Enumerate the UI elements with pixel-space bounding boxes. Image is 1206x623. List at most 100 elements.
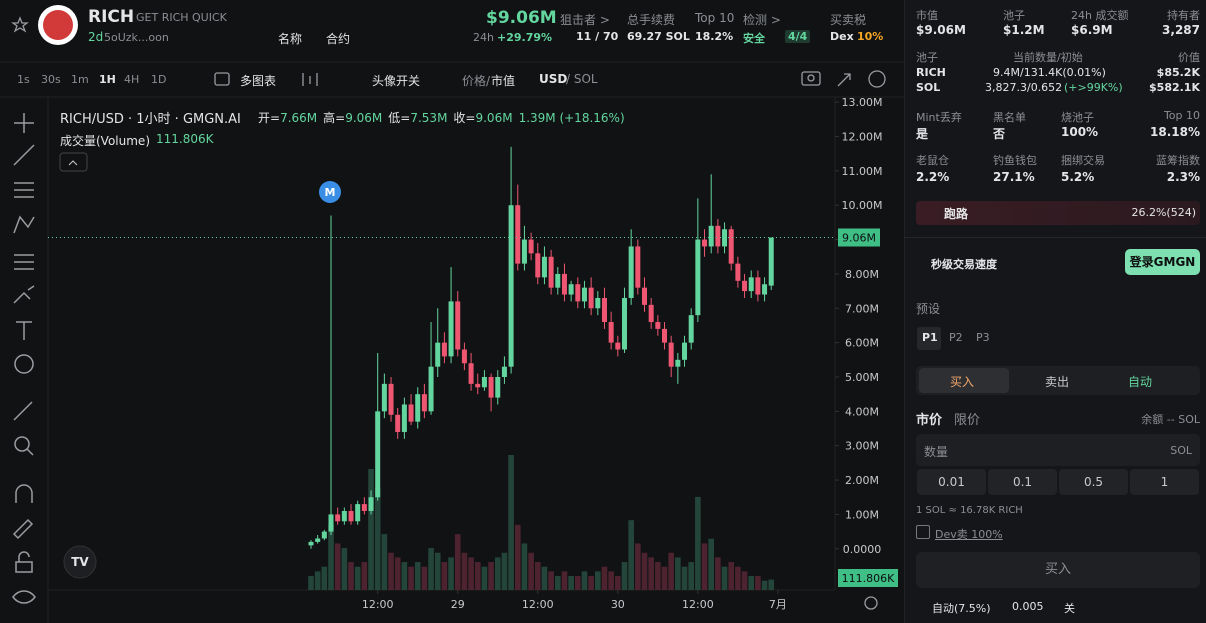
event-marker[interactable] bbox=[319, 181, 341, 203]
volume-bar bbox=[668, 552, 674, 590]
preset[interactable]: P3 bbox=[976, 331, 990, 344]
search-contract[interactable]: 合约 bbox=[326, 32, 351, 46]
candle-body bbox=[588, 287, 594, 309]
price-toggle[interactable]: 价格/ bbox=[462, 74, 491, 88]
y-tick-label: 0.0000 bbox=[843, 543, 882, 556]
amount-button[interactable]: 0.5 bbox=[1059, 469, 1128, 495]
volume-bar bbox=[608, 571, 614, 590]
order-type[interactable]: 限价 bbox=[954, 413, 981, 428]
ohlc-legend: 开=7.66M 高=9.06M 低=7.53M 收=9.06M 1.39M (+18.1… bbox=[258, 109, 625, 126]
y-tick-label: 13.00M bbox=[842, 96, 883, 109]
volume-bar bbox=[428, 548, 434, 590]
mc-toggle[interactable]: 市值 bbox=[491, 74, 516, 88]
volume-bar bbox=[588, 576, 594, 590]
security-value: 18.18% bbox=[1150, 125, 1200, 139]
legend-label: 开= bbox=[258, 111, 281, 125]
change-label: 24h bbox=[473, 31, 494, 44]
interval[interactable]: 4H bbox=[124, 73, 140, 86]
candle-body bbox=[682, 342, 688, 360]
footer-item[interactable]: 自动(7.5%) bbox=[932, 602, 991, 615]
security-label: Mint丢弃 bbox=[916, 111, 962, 124]
interval[interactable]: 1D bbox=[151, 73, 167, 86]
preset[interactable]: P1 bbox=[922, 331, 938, 344]
volume-bar bbox=[408, 566, 414, 590]
candle-body bbox=[561, 273, 567, 295]
stat-value: $9.06M bbox=[916, 23, 966, 37]
rate: 1 SOL ≈ 16.78K RICH bbox=[916, 505, 1023, 516]
tab[interactable]: 自动 bbox=[1128, 375, 1153, 389]
candle-body bbox=[435, 342, 441, 367]
legend-value: 9.06M bbox=[475, 111, 513, 125]
amount-placeholder: 数量 bbox=[924, 445, 949, 459]
pool-cell: 3,827.3/0.652 bbox=[985, 81, 1063, 94]
volume-bar bbox=[501, 552, 508, 590]
stat-label[interactable]: 狙击者 > bbox=[560, 13, 610, 27]
candle-body bbox=[555, 273, 561, 288]
interval[interactable]: 1m bbox=[71, 73, 89, 86]
order-type[interactable]: 市价 bbox=[916, 413, 943, 428]
x-tick-label: 7月 bbox=[769, 598, 787, 611]
login-button[interactable]: 登录GMGN bbox=[1125, 249, 1200, 275]
volume-bar bbox=[548, 571, 554, 590]
preset[interactable]: P2 bbox=[949, 331, 963, 344]
collapse-button[interactable] bbox=[59, 152, 88, 172]
volume-bar bbox=[721, 566, 728, 590]
volume-title: 成交量(Volume) bbox=[60, 134, 150, 148]
tab[interactable]: 买入 bbox=[950, 375, 975, 389]
x-tick-label: 12:00 bbox=[522, 598, 554, 611]
tv-logo[interactable] bbox=[63, 545, 97, 579]
y-tick-label: 1.00M bbox=[845, 508, 879, 521]
amount-button[interactable]: 1 bbox=[1130, 469, 1199, 495]
buy-button[interactable]: 买入 bbox=[916, 552, 1200, 588]
interval[interactable]: 30s bbox=[41, 73, 61, 86]
interval[interactable]: 1s bbox=[17, 73, 30, 86]
y-tick-label: 2.00M bbox=[845, 474, 879, 487]
legend-value: 9.06M bbox=[345, 111, 383, 125]
volume-bar bbox=[341, 548, 348, 590]
tab[interactable]: 卖出 bbox=[1045, 375, 1070, 389]
stat-label: 持有者 bbox=[1167, 9, 1200, 22]
tab-active bbox=[919, 368, 1009, 393]
security-label: 黑名单 bbox=[993, 111, 1026, 124]
volume-bar bbox=[554, 576, 561, 590]
footer-item[interactable]: 0.005 bbox=[1012, 600, 1044, 613]
volume-bar bbox=[675, 557, 681, 590]
pool-header: 当前数量/初始 bbox=[1013, 51, 1083, 64]
stat-label[interactable]: 检测 > bbox=[743, 13, 781, 27]
legend-value: 7.53M bbox=[410, 111, 448, 125]
volume-bar bbox=[388, 552, 394, 590]
x-tick-label: 12:00 bbox=[362, 598, 394, 611]
volume-bar bbox=[715, 557, 721, 590]
dev-checkbox[interactable] bbox=[916, 525, 930, 539]
volume-bar bbox=[648, 557, 654, 590]
candle-body bbox=[748, 277, 754, 292]
candle-body bbox=[642, 287, 647, 305]
avatar-toggle[interactable]: 头像开关 bbox=[372, 74, 421, 88]
y-tick-label: 3.00M bbox=[845, 440, 879, 453]
candle-body bbox=[755, 277, 761, 295]
amount-button[interactable]: 0.1 bbox=[988, 469, 1057, 495]
dev-sell[interactable]: Dev卖 100% bbox=[935, 528, 1003, 541]
amount-input[interactable] bbox=[916, 434, 1200, 466]
search-name[interactable]: 名称 bbox=[278, 32, 303, 46]
volume-bar bbox=[394, 557, 401, 590]
x-tick-label: 12:00 bbox=[682, 598, 714, 611]
tool-icons bbox=[12, 113, 36, 604]
plot: 13.00M12.00M11.00M10.00M9.00M8.00M7.00M6… bbox=[48, 96, 898, 611]
footer-item[interactable]: 关 bbox=[1064, 602, 1075, 615]
candle-body bbox=[428, 366, 434, 412]
price: $9.06M bbox=[486, 8, 557, 28]
candle-body bbox=[341, 510, 347, 522]
candle-body bbox=[448, 301, 454, 357]
candle-body bbox=[315, 538, 321, 542]
sol-toggle[interactable]: / SOL bbox=[566, 72, 598, 86]
volume-bar bbox=[321, 566, 328, 590]
volume-bar bbox=[514, 524, 521, 590]
volume-bar bbox=[661, 566, 668, 590]
address[interactable]: 5oUzk...oon bbox=[104, 31, 169, 44]
candle-body bbox=[475, 383, 481, 388]
interval[interactable]: 1H bbox=[99, 73, 116, 86]
usd-toggle[interactable]: USD bbox=[539, 72, 568, 86]
multi-chart[interactable]: 多图表 bbox=[240, 74, 277, 88]
amount-button[interactable]: 0.01 bbox=[917, 469, 986, 495]
